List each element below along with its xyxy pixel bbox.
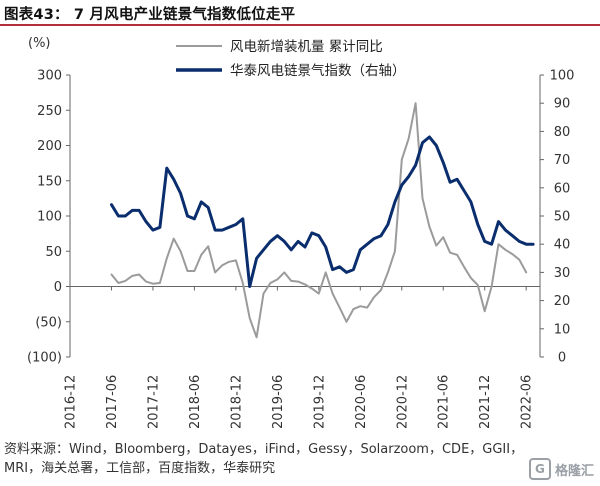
figure-title: 图表43： 7 月风电产业链景气指数低位走平 [4,7,296,23]
left-axis-tick-label: 100 [37,210,62,225]
x-axis-tick-label: 2017-12 [146,375,161,429]
right-axis-tick-label: 80 [554,125,571,140]
right-axis-tick-label: 100 [550,69,575,84]
source-note: 资料来源：Wind，Bloomberg，Datayes，iFind，Gessy，… [4,442,524,476]
right-axis-tick-label: 30 [554,266,571,281]
right-axis-tick-label: 90 [554,97,571,112]
legend-label-wind-installations: 风电新增装机量 累计同比 [230,39,383,55]
x-axis-tick-label: 2018-06 [188,375,203,429]
x-axis-tick-label: 2017-06 [105,375,120,429]
watermark: G 格隆汇 [528,458,594,480]
left-axis-tick-label: (50) [35,315,62,330]
watermark-logo-icon: G [528,458,551,480]
x-axis-tick-label: 2016-12 [64,375,79,429]
right-axis-tick-label: 50 [554,210,571,225]
series-line-sentiment-index [110,135,535,288]
left-axis-tick-label: 200 [37,139,62,154]
left-axis-unit: (%) [28,36,51,51]
series-line-wind-installations [110,102,528,339]
x-axis-tick-label: 2020-06 [354,375,369,429]
left-axis-tick-label: 250 [37,104,62,119]
right-axis-tick-label: 40 [554,238,571,253]
x-axis-tick-label: 2022-06 [520,375,535,429]
left-axis-tick-label: 300 [37,69,62,84]
series [110,102,535,339]
right-axis-tick-label: 0 [558,351,566,366]
right-axis-tick-label: 20 [554,294,571,309]
x-axis-tick-label: 2018-12 [229,375,244,429]
axes: (%)300250200150100500(50)(100)1009080706… [27,36,574,429]
right-axis-tick-label: 70 [554,153,571,168]
title-rule [0,24,600,26]
left-axis-tick-label: 50 [45,245,62,260]
x-axis-tick-label: 2019-06 [271,375,286,429]
left-axis-tick-label: 150 [37,174,62,189]
legend-label-sentiment-index: 华泰风电链景气指数（右轴） [230,63,406,79]
right-axis-tick-label: 60 [554,181,571,196]
left-axis-tick-label: (100) [27,351,62,366]
x-axis-tick-label: 2019-12 [312,375,327,429]
left-axis-tick-label: 0 [54,280,62,295]
watermark-text: 格隆汇 [554,463,594,479]
chart: (%)300250200150100500(50)(100)1009080706… [27,36,574,429]
x-axis-tick-label: 2021-06 [437,375,452,429]
right-axis-tick-label: 10 [554,322,571,337]
x-axis-tick-label: 2021-12 [478,375,493,429]
x-axis-tick-label: 2020-12 [395,375,410,429]
